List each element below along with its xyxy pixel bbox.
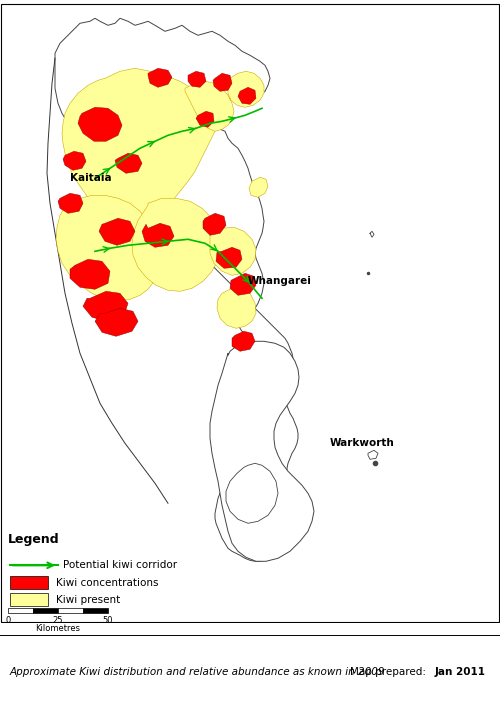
Polygon shape xyxy=(99,218,135,245)
Polygon shape xyxy=(213,74,232,91)
Polygon shape xyxy=(83,291,128,321)
Polygon shape xyxy=(238,87,256,104)
Polygon shape xyxy=(115,154,142,173)
Polygon shape xyxy=(63,152,86,171)
Polygon shape xyxy=(142,223,174,247)
Polygon shape xyxy=(132,198,220,291)
Polygon shape xyxy=(56,195,160,302)
Text: Kiwi concentrations: Kiwi concentrations xyxy=(56,578,158,588)
Polygon shape xyxy=(62,68,218,235)
Text: Map prepared:: Map prepared: xyxy=(350,668,426,678)
Bar xyxy=(58,608,83,613)
Polygon shape xyxy=(228,72,264,108)
Polygon shape xyxy=(185,81,234,131)
Text: Potential kiwi corridor: Potential kiwi corridor xyxy=(63,560,177,570)
Text: Jan 2011: Jan 2011 xyxy=(435,668,486,678)
Text: Approximate Kiwi distribution and relative abundance as known in 2009: Approximate Kiwi distribution and relati… xyxy=(10,668,386,678)
Polygon shape xyxy=(58,193,83,213)
Polygon shape xyxy=(70,259,110,290)
Bar xyxy=(33,608,58,613)
Polygon shape xyxy=(78,108,122,142)
Bar xyxy=(83,608,108,613)
Polygon shape xyxy=(95,308,138,336)
Polygon shape xyxy=(55,18,303,561)
Text: 0: 0 xyxy=(6,616,10,625)
Polygon shape xyxy=(188,72,206,87)
Text: Whangarei: Whangarei xyxy=(248,276,312,286)
Polygon shape xyxy=(203,213,226,235)
Polygon shape xyxy=(217,288,256,329)
Polygon shape xyxy=(249,177,268,198)
Polygon shape xyxy=(226,463,278,523)
Polygon shape xyxy=(196,111,214,127)
Bar xyxy=(8,608,33,613)
Bar xyxy=(10,593,48,606)
Text: Legend: Legend xyxy=(8,533,60,547)
Text: 25: 25 xyxy=(53,616,63,625)
Text: Warkworth: Warkworth xyxy=(330,438,395,448)
Bar xyxy=(10,576,48,589)
Polygon shape xyxy=(210,227,256,275)
Text: Kaitaia: Kaitaia xyxy=(70,173,112,183)
Polygon shape xyxy=(368,450,378,459)
Polygon shape xyxy=(230,273,256,295)
Polygon shape xyxy=(210,341,314,561)
Polygon shape xyxy=(148,68,172,87)
Text: Kilometres: Kilometres xyxy=(36,624,80,633)
Polygon shape xyxy=(216,247,242,268)
Polygon shape xyxy=(232,331,255,351)
Text: Kiwi present: Kiwi present xyxy=(56,595,120,605)
Text: 50: 50 xyxy=(103,616,113,625)
